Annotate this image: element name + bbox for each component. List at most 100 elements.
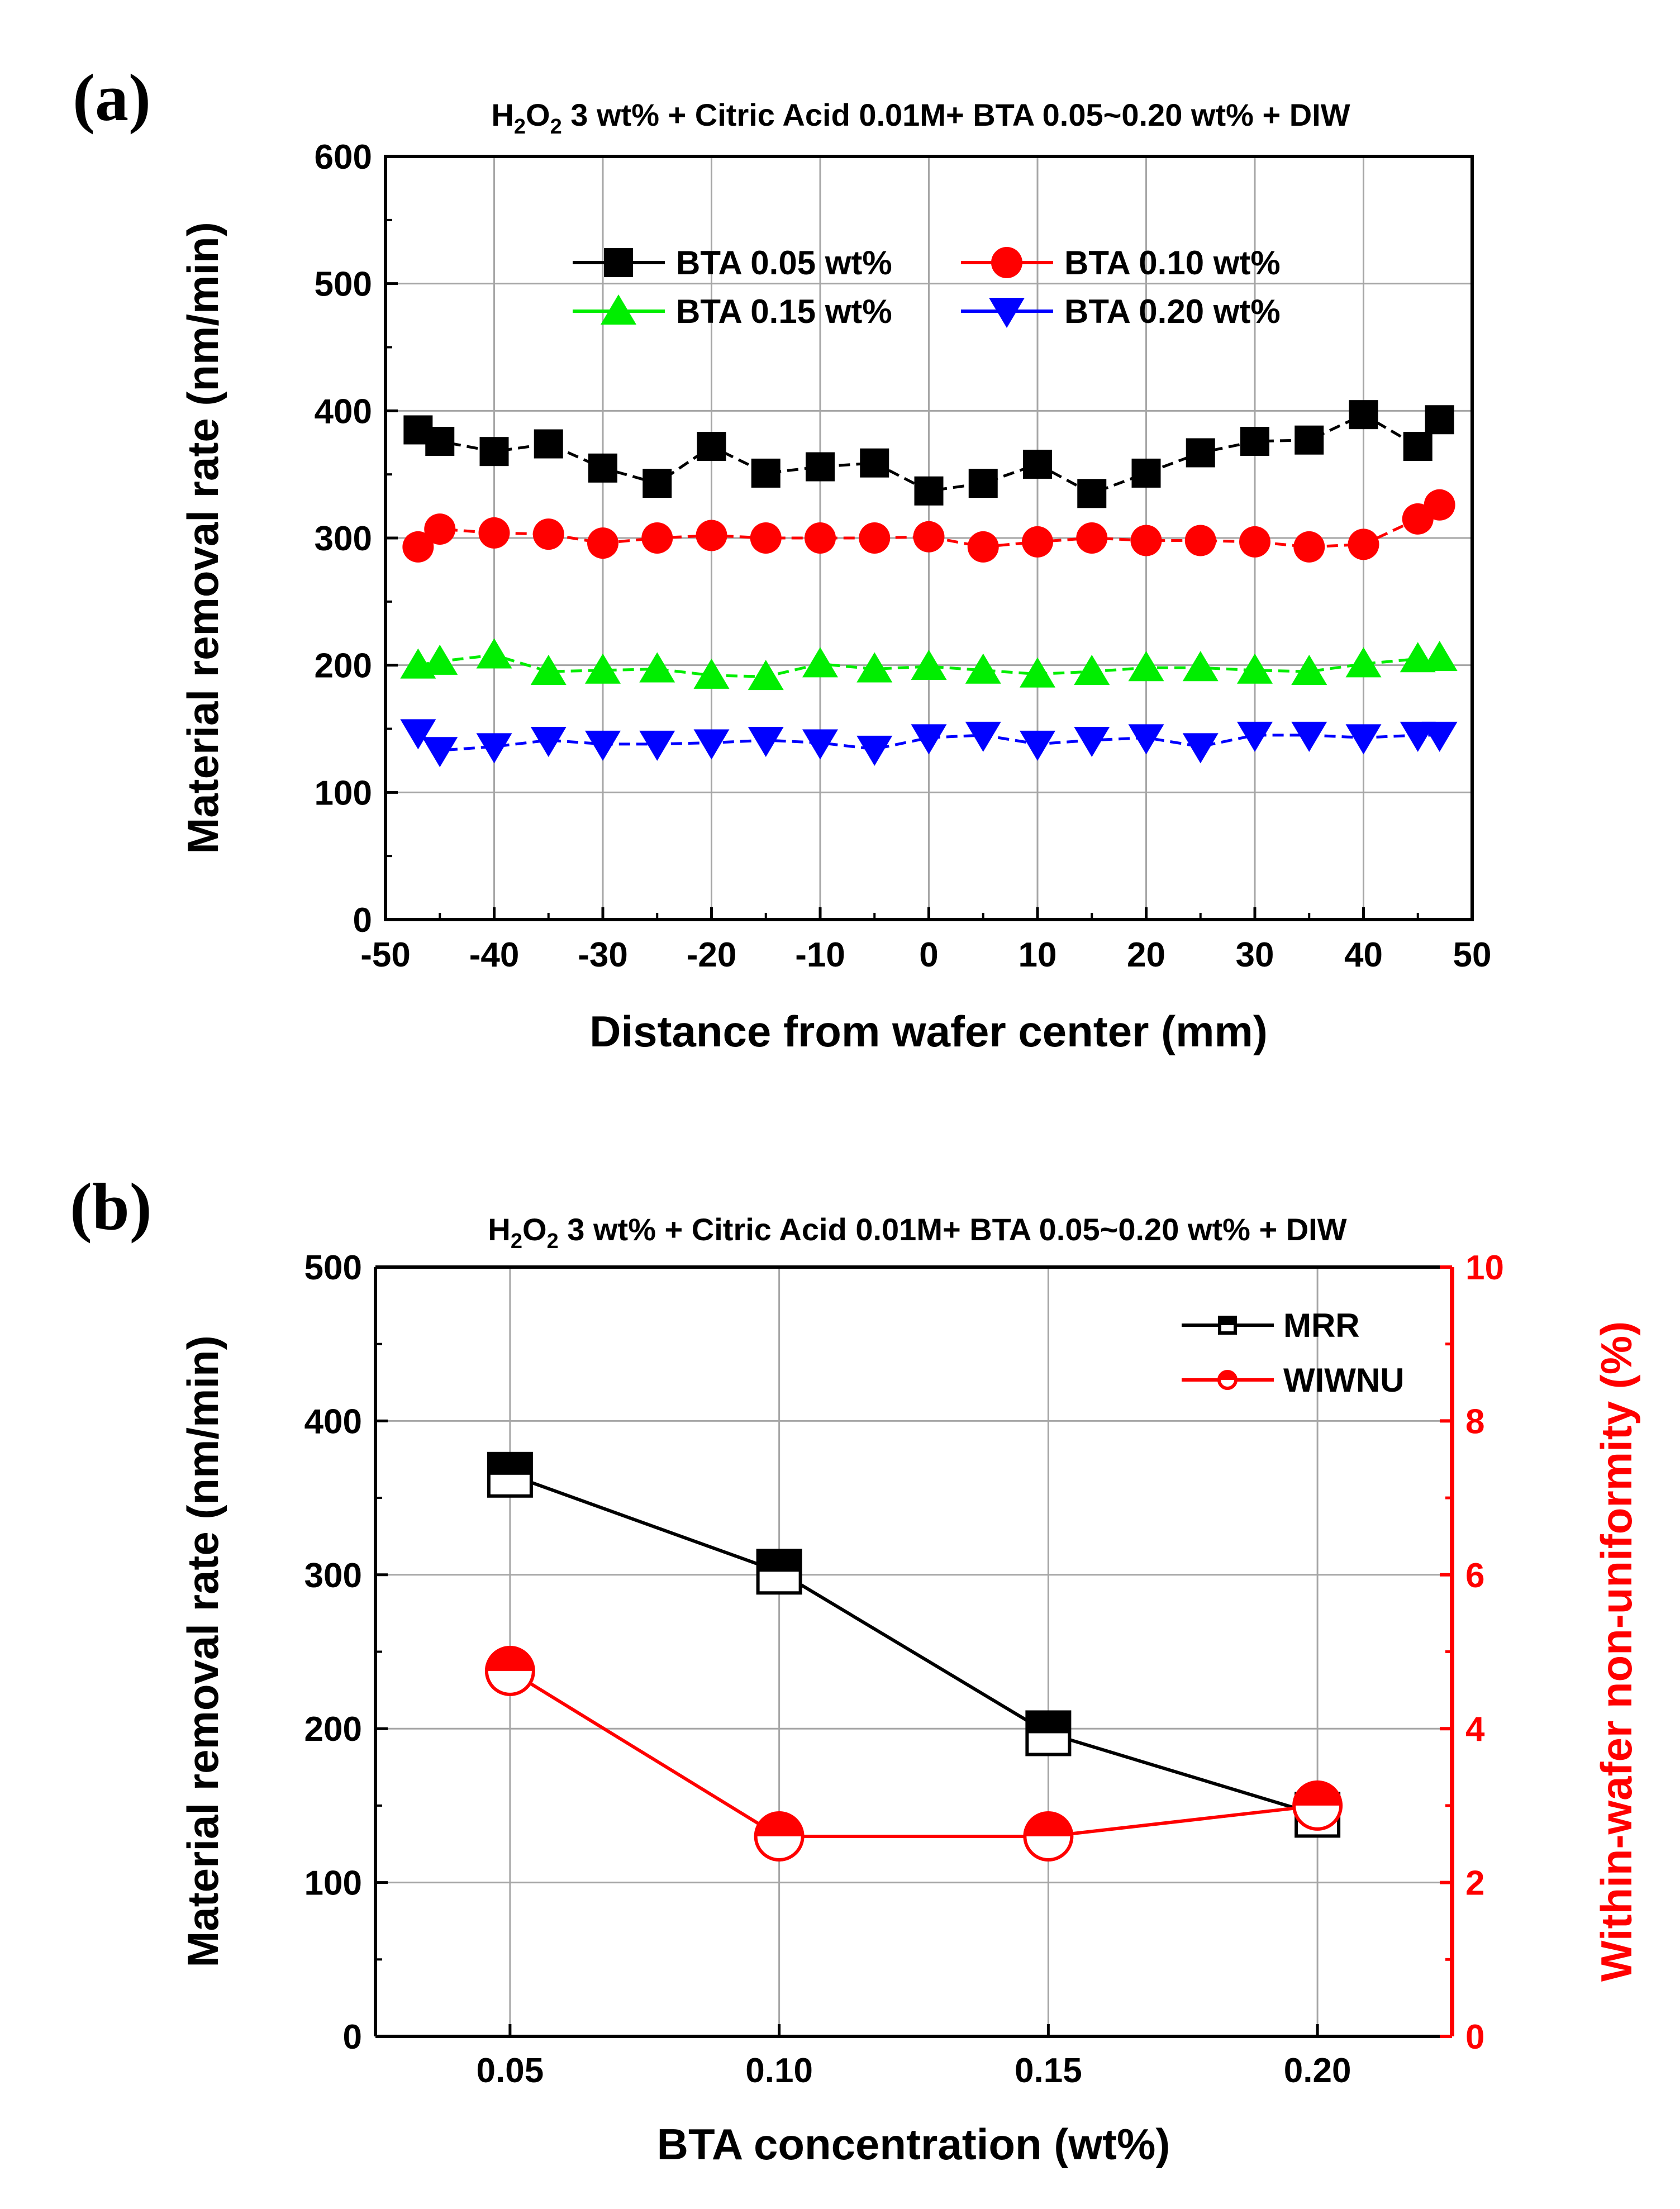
data-point-bta-0-15-wt [965, 653, 1001, 684]
y-tick-label-a: 400 [315, 392, 372, 431]
x-tick-label-a: -50 [360, 936, 411, 974]
data-point-bta-0-15-wt [1345, 647, 1382, 678]
x-tick-label-b: 0.20 [1284, 2051, 1351, 2090]
data-point-bta-0-10-wt [859, 522, 891, 554]
data-point-bta-0-05-wt [1403, 432, 1432, 461]
title-b-h: H [488, 1212, 510, 1247]
y-tick-label-a: 300 [315, 520, 372, 558]
y2-tick-label-b: 2 [1465, 1864, 1484, 1903]
y-tick-label-a: 500 [315, 265, 372, 304]
data-point-bta-0-15-wt [1237, 653, 1273, 684]
data-point-bta-0-20-wt [1421, 721, 1458, 752]
data-point-wiwnu [754, 1811, 805, 1862]
data-point-bta-0-15-wt [530, 655, 567, 685]
data-point-bta-0-20-wt [639, 730, 675, 761]
data-point-bta-0-05-wt [751, 458, 780, 488]
data-point-bta-0-15-wt [639, 652, 675, 683]
data-point-bta-0-20-wt [1074, 726, 1110, 757]
data-point-wiwnu [1292, 1780, 1343, 1831]
data-point-bta-0-15-wt [748, 660, 784, 691]
y-tick-label-b: 0 [343, 2018, 362, 2056]
legend-a: BTA 0.05 wt% BTA 0.10 wt% BTA 0.15 wt% BTA … [573, 244, 1281, 330]
data-point-bta-0-05-wt [588, 453, 617, 483]
data-point-bta-0-05-wt [534, 429, 563, 459]
y-tick-label-a: 200 [315, 647, 372, 685]
legend-label-mrr: MRR [1283, 1307, 1360, 1344]
legend-label-bta-0-15-wt: BTA 0.15 wt% [676, 293, 892, 330]
data-point-bta-0-15-wt [476, 638, 512, 669]
data-point-bta-0-20-wt [911, 724, 947, 755]
y-tick-label-b: 100 [304, 1864, 362, 1903]
data-point-bta-0-20-wt [585, 730, 621, 761]
data-point-bta-0-10-wt [478, 517, 510, 549]
data-point-bta-0-05-wt [1077, 479, 1107, 508]
y2-tick-labels-b: 0 2 4 6 8 10 [1465, 1249, 1504, 2056]
series-line-wiwnu [509, 1669, 1318, 1838]
data-point-bta-0-10-wt [1022, 526, 1053, 558]
x-axis-label-b: BTA concentration (wt%) [657, 2120, 1170, 2169]
data-point-bta-0-05-wt [860, 448, 889, 478]
y-tick-label-a: 600 [315, 138, 372, 177]
x-tick-label-a: 50 [1453, 936, 1492, 974]
data-point-mrr [756, 1549, 802, 1595]
data-point-bta-0-10-wt [641, 522, 673, 554]
data-point-bta-0-10-wt [1130, 525, 1162, 556]
panel-b-tag: (b) [70, 1169, 152, 1244]
data-point-bta-0-10-wt [805, 522, 836, 554]
x-tick-label-a: 0 [919, 936, 938, 974]
y-tick-label-b: 400 [304, 1402, 362, 1441]
data-point-bta-0-10-wt [532, 518, 564, 550]
legend-b: MRR WIWNU [1182, 1307, 1405, 1399]
data-point-bta-0-10-wt [1184, 525, 1216, 556]
legend-label-bta-0-20-wt: BTA 0.20 wt% [1064, 293, 1281, 330]
title-a-o: O [526, 97, 550, 132]
data-point-bta-0-15-wt [911, 649, 947, 680]
data-point-bta-0-10-wt [424, 513, 456, 545]
y-tick-label-a: 0 [353, 901, 372, 940]
x-tick-labels-b: 0.05 0.10 0.15 0.20 [477, 2051, 1351, 2090]
y2-tick-label-b: 8 [1465, 1402, 1484, 1441]
x-tick-label-a: -40 [469, 936, 520, 974]
data-point-mrr [1025, 1710, 1072, 1756]
y-tick-labels-a: 0 100 200 300 400 500 600 [315, 138, 372, 940]
data-point-bta-0-15-wt [802, 647, 838, 678]
legend-marker-mrr-fill [1220, 1317, 1235, 1325]
data-point-wiwnu [484, 1645, 535, 1696]
data-point-bta-0-20-wt [1291, 721, 1327, 752]
data-point-bta-0-05-wt [1294, 425, 1324, 455]
data-point-bta-0-15-wt [1182, 651, 1219, 682]
data-point-bta-0-15-wt [856, 652, 893, 683]
data-point-bta-0-05-wt [643, 469, 672, 498]
data-point-bta-0-05-wt [479, 437, 509, 466]
data-point-bta-0-05-wt [697, 432, 726, 461]
x-tick-label-a: 20 [1127, 936, 1165, 974]
x-tick-label-a: 30 [1236, 936, 1274, 974]
data-point-bta-0-10-wt [1076, 522, 1108, 554]
title-b-rest: 3 wt% + Citric Acid 0.01M+ BTA 0.05~0.20… [559, 1212, 1347, 1247]
data-point-wiwnu-fill [486, 1647, 534, 1671]
x-tick-label-a: -30 [578, 936, 628, 974]
title-b-sub1: 2 [511, 1230, 522, 1253]
data-point-bta-0-20-wt [400, 719, 436, 750]
y2-tick-label-b: 4 [1465, 1710, 1485, 1749]
data-point-bta-0-05-wt [968, 469, 998, 498]
data-point-bta-0-05-wt [1023, 449, 1052, 479]
data-point-bta-0-05-wt [425, 426, 455, 456]
data-point-bta-0-10-wt [1424, 489, 1455, 521]
y2-tick-label-b: 0 [1465, 2018, 1484, 2056]
data-point-bta-0-20-wt [476, 733, 512, 764]
data-point-bta-0-20-wt [422, 737, 458, 768]
panel-b-title: H2O2 3 wt% + Citric Acid 0.01M+ BTA 0.05… [488, 1212, 1346, 1253]
y-tick-label-b: 300 [304, 1556, 362, 1595]
data-point-bta-0-05-wt [1186, 438, 1215, 468]
data-point-bta-0-15-wt [422, 644, 458, 675]
data-point-bta-0-20-wt [1237, 721, 1273, 752]
x-tick-label-b: 0.10 [745, 2051, 813, 2090]
data-point-bta-0-20-wt [1345, 724, 1382, 755]
data-point-mrr-fill [758, 1550, 801, 1572]
data-point-wiwnu-fill [1025, 1812, 1072, 1836]
data-point-bta-0-20-wt [856, 735, 893, 766]
data-point-bta-0-10-wt [1239, 526, 1270, 558]
data-point-bta-0-05-wt [1349, 400, 1378, 430]
legend-marker-mrr [1218, 1316, 1237, 1335]
